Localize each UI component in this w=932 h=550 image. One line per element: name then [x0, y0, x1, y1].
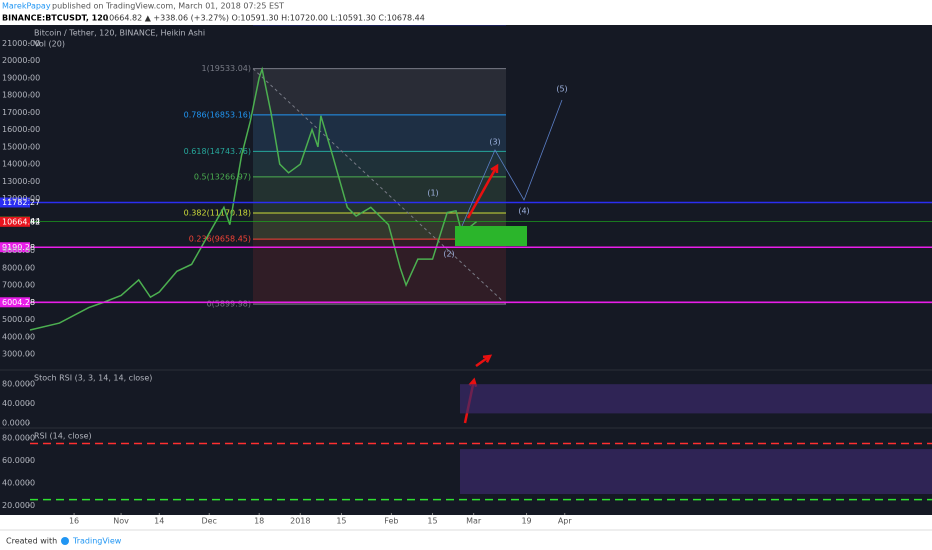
y-tick-label: 13000.00	[2, 177, 40, 186]
x-tick-label: Dec	[201, 517, 216, 526]
y-tick-label: 40.0000	[2, 399, 35, 408]
footer-created: Created with	[6, 537, 57, 546]
fib-label: 1(19533.04)	[201, 64, 251, 73]
price-tag-label: 10664.82	[2, 217, 40, 226]
x-tick-label: Apr	[558, 517, 573, 526]
fib-label: 0(5899.98)	[207, 300, 251, 309]
fib-label: 0.382(11170.18)	[184, 209, 251, 218]
fib-band	[253, 239, 506, 305]
y-tick-label: 18000.00	[2, 91, 40, 100]
y-tick-label: 3000.00	[2, 350, 35, 359]
fib-band	[253, 151, 506, 177]
x-tick-label: 15	[336, 517, 346, 526]
fib-band	[253, 114, 506, 152]
x-tick-label: 18	[254, 517, 264, 526]
y-tick-label: 20000.00	[2, 56, 40, 65]
y-tick-label: 21000.00	[2, 39, 40, 48]
price-tag-label: 9190.28	[2, 243, 35, 252]
pane-title: RSI (14, close)	[34, 432, 92, 441]
target-zone	[455, 226, 527, 246]
fib-band	[253, 176, 506, 214]
fib-label: 0.618(14743.76)	[184, 147, 251, 156]
pane-band	[460, 384, 932, 414]
wave-label: (3)	[489, 138, 500, 147]
logo	[61, 537, 69, 545]
arrow	[475, 354, 491, 368]
y-tick-label: 8000.00	[2, 263, 35, 272]
x-tick-label: Mar	[466, 517, 482, 526]
wave-label: (4)	[518, 207, 529, 216]
arrow-head	[490, 163, 499, 174]
price-tag	[0, 197, 30, 208]
x-tick-label: 2018	[290, 517, 310, 526]
y-tick-label: 40.0000	[2, 478, 35, 487]
author[interactable]: MarekPapay	[2, 2, 51, 11]
arrow	[466, 165, 499, 219]
price-line	[29, 66, 478, 331]
pane-title: Stoch RSI (3, 3, 14, 14, close)	[34, 374, 152, 383]
price-tag	[0, 297, 30, 308]
y-tick-label: 80.0000	[2, 380, 35, 389]
price-tag-label: 6004.28	[2, 298, 35, 307]
footer-brand[interactable]: TradingView	[72, 537, 122, 546]
y-tick-label: 0.0000	[2, 419, 30, 428]
fib-upper-bg	[253, 68, 506, 240]
header-bg	[0, 0, 932, 25]
price-tag-label: 11782.27	[2, 198, 40, 207]
fib-label: 0.786(16853.16)	[184, 110, 251, 119]
y-tick-label: 60.0000	[2, 456, 35, 465]
x-tick-label: 14	[154, 517, 164, 526]
published: published on TradingView.com, March 01, …	[52, 2, 284, 11]
y-tick-label: 7000.00	[2, 281, 35, 290]
y-tick-label: 80.0000	[2, 433, 35, 442]
chart-bg	[0, 25, 932, 515]
x-tick-label: 16	[69, 517, 79, 526]
fib-label: 0.236(9658.45)	[189, 235, 251, 244]
price-tag	[0, 242, 30, 253]
pane-band	[460, 449, 932, 495]
symbol: BINANCE:BTCUSDT, 120	[2, 14, 109, 23]
wave-path	[461, 99, 563, 227]
arrow-head	[482, 354, 493, 363]
y-tick-label: 15000.00	[2, 142, 40, 151]
y-tick-label: 14000.00	[2, 160, 40, 169]
y-tick-label: 19000.00	[2, 73, 40, 82]
fib-top-zone	[253, 25, 506, 26]
y-tick-label: 16000.00	[2, 125, 40, 134]
footer-bg	[0, 515, 932, 550]
x-tick-label: 15	[427, 517, 437, 526]
x-tick-label: 19	[521, 517, 531, 526]
chart-title: Bitcoin / Tether, 120, BINANCE, Heikin A…	[34, 29, 205, 38]
y-tick-label: 17000.00	[2, 108, 40, 117]
y-tick-label: 4000.00	[2, 332, 35, 341]
y-tick-label: 12000.00	[2, 194, 40, 203]
chart-layer: 1(19533.04) 0.786(16853.16) 0.618(14743.76…	[0, 25, 932, 526]
x-tick-label: Nov	[113, 517, 129, 526]
wave-label: (1)	[427, 189, 438, 198]
fib-label: 0.5(13266.97)	[194, 172, 251, 181]
y-tick-label: 20.0000	[2, 501, 35, 510]
fib-band	[253, 68, 506, 115]
x-tick-label: Feb	[384, 517, 398, 526]
wave-label: (2)	[443, 250, 454, 259]
y-tick-label: 5000.00	[2, 315, 35, 324]
price-tag	[0, 216, 30, 227]
fib-trend	[252, 68, 507, 305]
quote: 10664.82 ▲ +338.06 (+3.27%) O:10591.30 H…	[104, 14, 425, 23]
y-tick-label: 9000.00	[2, 246, 35, 255]
chart-subtitle: Vol (20)	[34, 40, 65, 49]
wave-label: (5)	[556, 85, 567, 94]
